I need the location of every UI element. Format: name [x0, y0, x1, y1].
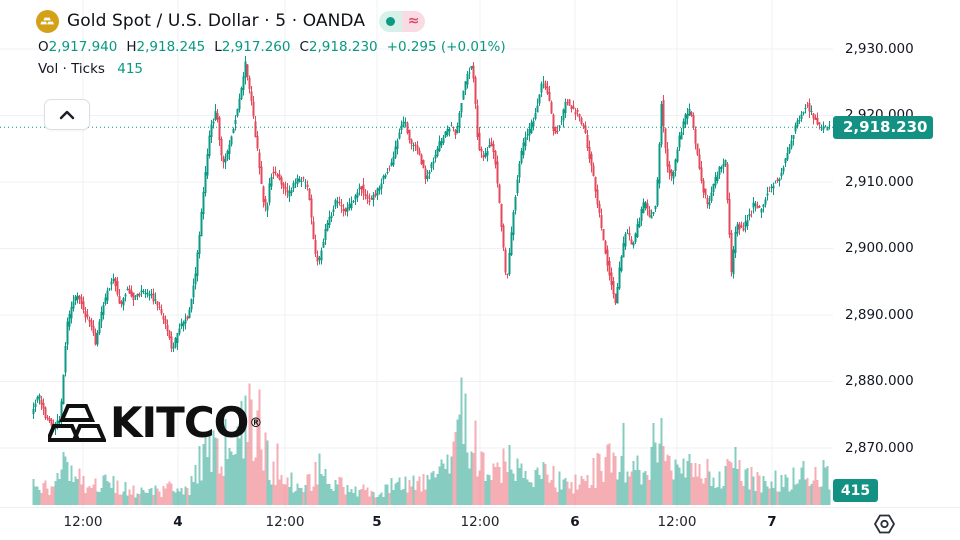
price-axis-label: 2,910.000 — [845, 173, 914, 190]
volume-label: Vol · Ticks — [38, 61, 105, 77]
market-open-indicator — [379, 10, 403, 32]
kitco-bars-icon — [48, 404, 106, 442]
kitco-wordmark: KITCO — [110, 398, 249, 447]
low-value: 2,917.260 — [221, 39, 291, 55]
high-label: H — [126, 39, 137, 55]
open-label: O — [38, 39, 49, 55]
price-axis-label: 2,930.000 — [845, 40, 914, 57]
ohlc-row: O2,917.940 H2,918.245 L2,917.260 C2,918.230… — [38, 39, 506, 55]
time-axis-label: 12:00 — [265, 514, 305, 530]
time-axis-separator — [0, 507, 960, 508]
delayed-data-indicator: ≈ — [402, 10, 426, 32]
time-axis-label: 12:00 — [657, 514, 697, 530]
volume-bars — [32, 377, 831, 505]
kitco-watermark: KITCO ® — [48, 400, 262, 446]
legend: Gold Spot / U.S. Dollar · 5 · OANDA ≈ O2… — [36, 8, 506, 77]
low-label: L — [214, 39, 222, 55]
market-open-dot-icon — [386, 16, 396, 26]
price-axis-label: 2,890.000 — [845, 306, 914, 323]
close-label: C — [299, 39, 309, 55]
current-price-badge: 2,918.230 — [833, 115, 933, 139]
time-axis-label: 12:00 — [63, 514, 103, 530]
collapse-legend-button[interactable] — [44, 99, 90, 130]
symbol-title[interactable]: Gold Spot / U.S. Dollar · 5 · OANDA — [67, 11, 366, 31]
time-axis-label: 12:00 — [460, 514, 500, 530]
open-value: 2,917.940 — [48, 39, 118, 55]
chevron-up-icon — [59, 110, 75, 119]
price-axis-label: 2,880.000 — [845, 373, 914, 389]
price-axis-label: 2,870.000 — [845, 439, 914, 456]
gold-bars-icon — [36, 9, 59, 33]
registered-mark: ® — [249, 415, 263, 431]
time-axis-label: 7 — [767, 514, 777, 530]
high-value: 2,918.245 — [136, 39, 206, 55]
change-value: +0.295 (+0.01%) — [386, 39, 506, 55]
approx-icon: ≈ — [407, 13, 420, 29]
close-value: 2,918.230 — [308, 39, 378, 55]
volume-row: Vol · Ticks 415 — [38, 61, 506, 77]
current-volume-badge: 415 — [833, 479, 878, 502]
time-axis-label: 5 — [372, 514, 382, 530]
gridlines — [0, 0, 833, 507]
price-axis-label: 2,900.000 — [845, 240, 914, 256]
candlesticks — [32, 55, 831, 436]
time-axis-label: 4 — [173, 514, 183, 530]
market-status-pill[interactable]: ≈ — [379, 10, 426, 32]
time-axis-label: 6 — [570, 514, 580, 530]
chart-settings-icon[interactable] — [871, 511, 897, 537]
volume-value: 415 — [117, 61, 144, 77]
